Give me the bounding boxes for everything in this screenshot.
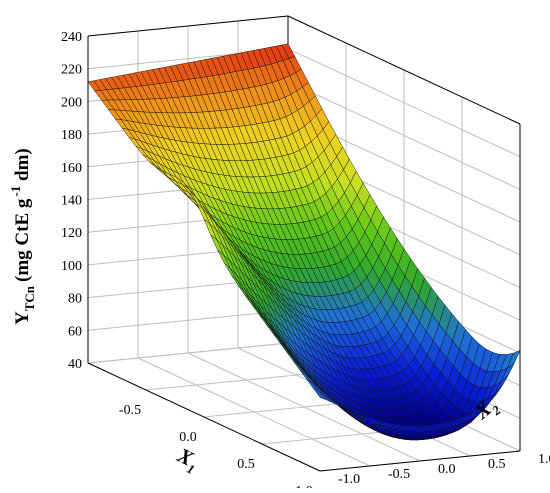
x1-axis-title: X1	[171, 442, 203, 477]
z-tick-label: 140	[61, 194, 82, 209]
x2-tick-label: 0.0	[438, 462, 456, 477]
axis-frame	[87, 362, 321, 472]
tick-labels: 40 60 80 100 120 140 160 180 200 220 240 -0.5 0.0 0.5…	[61, 30, 550, 493]
z-tick-label: 220	[61, 63, 82, 78]
axis-frame	[87, 15, 289, 37]
axis-frame	[319, 450, 521, 472]
axis-frame	[287, 15, 521, 125]
z-tick-label: 240	[61, 30, 82, 45]
x2-tick-label: -1.0	[338, 472, 360, 487]
x1-tick-label: 0.5	[237, 457, 255, 472]
z-tick-label: 80	[68, 292, 82, 307]
z-tick-label: 180	[61, 128, 82, 143]
z-tick-label: 40	[68, 357, 82, 372]
x1-tick-label: -0.5	[119, 403, 141, 418]
gridline	[187, 352, 421, 462]
x1-tick-label: 0.0	[179, 430, 197, 445]
x2-tick-label: 0.5	[488, 457, 506, 472]
x1-tick-label: 1.0	[295, 484, 313, 488]
z-axis-title: YTCn(mg CtE g-1 dm)	[8, 148, 37, 325]
z-tick-label: 100	[61, 259, 82, 274]
z-tick-label: 200	[61, 95, 82, 110]
z-tick-label: 60	[68, 324, 82, 339]
surface-cell	[313, 387, 327, 401]
z-tick-label: 160	[61, 161, 82, 176]
z-tick-label: 120	[61, 226, 82, 241]
x2-tick-label: -0.5	[388, 467, 410, 482]
x2-tick-label: 1.0	[538, 452, 550, 467]
response-surface	[87, 43, 521, 441]
